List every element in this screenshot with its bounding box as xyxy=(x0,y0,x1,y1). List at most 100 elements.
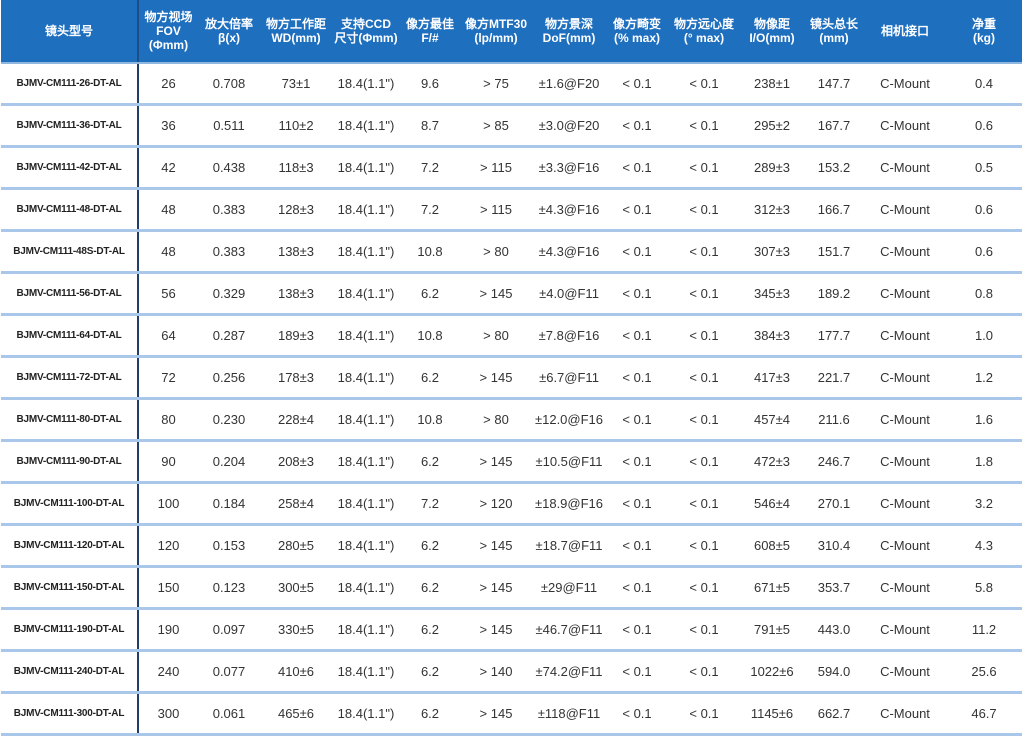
cell-distortion: < 0.1 xyxy=(606,566,668,610)
cell-working-distance: 128±3 xyxy=(260,188,332,232)
header-line: 净重 xyxy=(971,17,996,31)
cell-ccd-size: 18.4(1.1") xyxy=(332,63,400,106)
cell-fov: 90 xyxy=(138,440,198,484)
cell-camera-mount: C-Mount xyxy=(864,272,946,316)
cell-telecentricity: < 0.1 xyxy=(668,650,740,694)
header-line: I/O(mm) xyxy=(749,31,795,45)
cell-fov: 72 xyxy=(138,356,198,400)
header-line: (° max) xyxy=(683,31,725,45)
cell-fov: 240 xyxy=(138,650,198,694)
cell-lens-length: 177.7 xyxy=(804,314,864,358)
table-row: BJMV-CM111-150-DT-AL 150 0.123 300±5 18.4(1.… xyxy=(1,566,1022,610)
header-line: 镜头型号 xyxy=(44,24,93,38)
cell-fov: 48 xyxy=(138,230,198,274)
header-line: 像方MTF30 xyxy=(464,17,527,31)
cell-fov: 56 xyxy=(138,272,198,316)
cell-depth-of-field: ±7.8@F16 xyxy=(532,314,606,358)
cell-net-weight: 0.6 xyxy=(946,188,1022,232)
header-depth-of-field: 物方景深 DoF(mm) xyxy=(532,0,606,64)
cell-model: BJMV-CM111-90-DT-AL xyxy=(1,440,139,484)
cell-ccd-size: 18.4(1.1") xyxy=(332,440,400,484)
cell-distortion: < 0.1 xyxy=(606,104,668,148)
cell-working-distance: 330±5 xyxy=(260,608,332,652)
cell-distortion: < 0.1 xyxy=(606,524,668,568)
cell-magnification: 0.097 xyxy=(198,608,260,652)
cell-ccd-size: 18.4(1.1") xyxy=(332,230,400,274)
cell-working-distance: 138±3 xyxy=(260,272,332,316)
cell-mtf30: > 80 xyxy=(460,230,532,274)
cell-depth-of-field: ±1.6@F20 xyxy=(532,63,606,106)
cell-depth-of-field: ±118@F11 xyxy=(532,692,606,736)
cell-telecentricity: < 0.1 xyxy=(668,63,740,106)
cell-working-distance: 410±6 xyxy=(260,650,332,694)
cell-io-distance: 791±5 xyxy=(740,608,804,652)
table-row: BJMV-CM111-80-DT-AL 80 0.230 228±4 18.4(1.1"… xyxy=(1,398,1022,442)
cell-model: BJMV-CM111-64-DT-AL xyxy=(1,314,139,358)
table-row: BJMV-CM111-64-DT-AL 64 0.287 189±3 18.4(1.1"… xyxy=(1,314,1022,358)
cell-depth-of-field: ±3.3@F16 xyxy=(532,146,606,190)
cell-f-number: 6.2 xyxy=(400,566,460,610)
header-line: 镜头总长 xyxy=(809,17,858,31)
cell-ccd-size: 18.4(1.1") xyxy=(332,272,400,316)
cell-mtf30: > 115 xyxy=(460,146,532,190)
cell-mtf30: > 80 xyxy=(460,314,532,358)
cell-net-weight: 4.3 xyxy=(946,524,1022,568)
cell-lens-length: 246.7 xyxy=(804,440,864,484)
header-line: F/# xyxy=(421,31,439,45)
cell-net-weight: 25.6 xyxy=(946,650,1022,694)
header-line: 像方最佳 xyxy=(405,17,454,31)
cell-lens-length: 594.0 xyxy=(804,650,864,694)
cell-working-distance: 258±4 xyxy=(260,482,332,526)
cell-telecentricity: < 0.1 xyxy=(668,272,740,316)
cell-lens-length: 211.6 xyxy=(804,398,864,442)
cell-net-weight: 1.8 xyxy=(946,440,1022,484)
cell-fov: 48 xyxy=(138,188,198,232)
header-line: DoF(mm) xyxy=(542,31,596,45)
cell-magnification: 0.256 xyxy=(198,356,260,400)
cell-working-distance: 178±3 xyxy=(260,356,332,400)
cell-io-distance: 1145±6 xyxy=(740,692,804,736)
cell-mtf30: > 145 xyxy=(460,608,532,652)
cell-magnification: 0.123 xyxy=(198,566,260,610)
cell-working-distance: 465±6 xyxy=(260,692,332,736)
cell-distortion: < 0.1 xyxy=(606,146,668,190)
header-line: (lp/mm) xyxy=(474,31,518,45)
table-row: BJMV-CM111-190-DT-AL 190 0.097 330±5 18.4(1.… xyxy=(1,608,1022,652)
cell-io-distance: 546±4 xyxy=(740,482,804,526)
lens-spec-table: 镜头型号 物方视场 FOV (Φmm) 放大倍率 β(x) 物方工作距 WD(mm) 支持CCD… xyxy=(1,0,1022,736)
cell-model: BJMV-CM111-150-DT-AL xyxy=(1,566,139,610)
cell-f-number: 10.8 xyxy=(400,398,460,442)
cell-lens-length: 270.1 xyxy=(804,482,864,526)
cell-lens-length: 166.7 xyxy=(804,188,864,232)
cell-telecentricity: < 0.1 xyxy=(668,524,740,568)
cell-io-distance: 472±3 xyxy=(740,440,804,484)
cell-net-weight: 1.0 xyxy=(946,314,1022,358)
header-line: β(x) xyxy=(218,31,240,45)
cell-camera-mount: C-Mount xyxy=(864,398,946,442)
cell-camera-mount: C-Mount xyxy=(864,524,946,568)
cell-mtf30: > 120 xyxy=(460,482,532,526)
cell-net-weight: 0.4 xyxy=(946,63,1022,106)
header-line: 物方景深 xyxy=(544,17,593,31)
cell-net-weight: 46.7 xyxy=(946,692,1022,736)
cell-net-weight: 3.2 xyxy=(946,482,1022,526)
cell-working-distance: 208±3 xyxy=(260,440,332,484)
cell-model: BJMV-CM111-80-DT-AL xyxy=(1,398,139,442)
cell-magnification: 0.230 xyxy=(198,398,260,442)
cell-f-number: 6.2 xyxy=(400,650,460,694)
cell-io-distance: 238±1 xyxy=(740,63,804,106)
cell-model: BJMV-CM111-42-DT-AL xyxy=(1,146,139,190)
cell-distortion: < 0.1 xyxy=(606,356,668,400)
cell-net-weight: 1.6 xyxy=(946,398,1022,442)
header-line: 物方工作距 xyxy=(265,17,326,31)
cell-f-number: 8.7 xyxy=(400,104,460,148)
cell-depth-of-field: ±29@F11 xyxy=(532,566,606,610)
header-line: FOV xyxy=(156,24,181,38)
header-fov: 物方视场 FOV (Φmm) xyxy=(138,0,198,64)
cell-io-distance: 671±5 xyxy=(740,566,804,610)
cell-distortion: < 0.1 xyxy=(606,188,668,232)
header-line: (Φmm) xyxy=(148,38,189,52)
cell-telecentricity: < 0.1 xyxy=(668,356,740,400)
cell-mtf30: > 145 xyxy=(460,356,532,400)
cell-io-distance: 289±3 xyxy=(740,146,804,190)
